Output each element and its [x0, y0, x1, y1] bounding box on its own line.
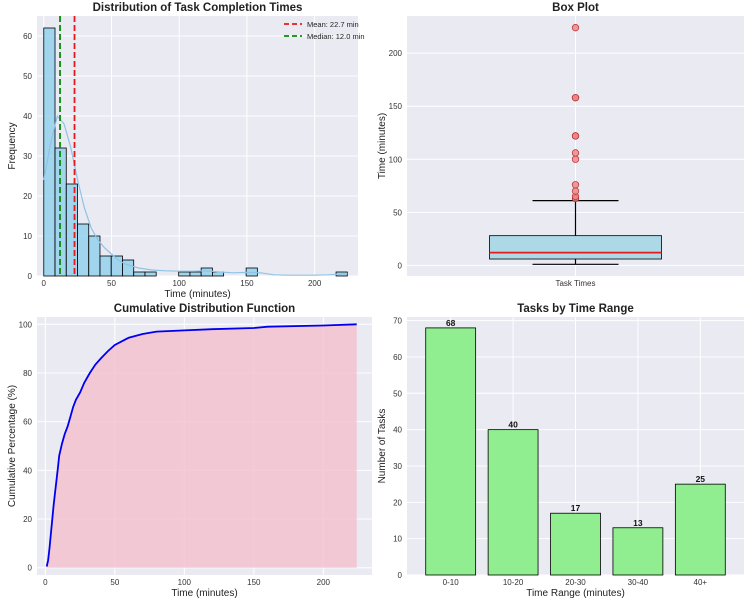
kde-curve [43, 114, 348, 276]
y-tick-label: 20 [393, 498, 402, 507]
x-tick-label: 200 [317, 578, 331, 587]
y-tick-label: 10 [393, 535, 402, 544]
y-tick-label: 40 [23, 466, 32, 475]
outlier-point [571, 181, 580, 189]
iqr-box [489, 235, 662, 260]
x-axis-label: Time (minutes) [164, 289, 230, 300]
x-tick-label: 40+ [694, 578, 708, 587]
y-tick-label: 150 [389, 102, 403, 111]
histogram-bar [200, 267, 213, 277]
y-tick-label: 100 [19, 320, 33, 329]
x-tick-label: 200 [308, 279, 322, 288]
bar [612, 527, 664, 576]
y-tick-label: 50 [393, 389, 402, 398]
y-tick-label: 70 [393, 317, 402, 326]
y-tick-label: 20 [23, 515, 32, 524]
outlier-point [571, 149, 580, 157]
bar [674, 483, 726, 576]
y-tick-label: 60 [23, 32, 32, 41]
histogram-bar [54, 147, 67, 277]
histogram-bar [144, 271, 157, 277]
y-tick-label: 100 [389, 155, 403, 164]
bar [425, 327, 477, 576]
y-tick-label: 0 [28, 272, 33, 281]
histogram-bar [189, 271, 202, 277]
y-tick-label: 60 [23, 418, 32, 427]
bar-value-label: 68 [446, 318, 456, 328]
chart-title: Tasks by Time Range [517, 303, 634, 315]
histogram-bar [77, 223, 90, 277]
legend-label-mean: Mean: 22.7 min [307, 20, 359, 29]
outlier-point [571, 155, 580, 163]
x-tick-label: 0 [42, 279, 47, 288]
y-tick-label: 20 [23, 192, 32, 201]
y-tick-label: 30 [393, 462, 402, 471]
x-tick-label: 150 [240, 279, 254, 288]
legend-label-median: Median: 12.0 min [307, 32, 365, 41]
chart-title: Box Plot [552, 2, 599, 14]
plot-area [37, 16, 358, 276]
outlier-point [571, 132, 580, 140]
chart-title: Distribution of Task Completion Times [93, 2, 303, 14]
cdf-area [46, 324, 357, 568]
cdf-line [45, 323, 357, 567]
y-tick-label: 0 [398, 571, 403, 580]
x-tick-label: 150 [247, 578, 261, 587]
histogram-bar [88, 235, 101, 277]
y-axis-label: Number of Tasks [377, 409, 388, 484]
cdf-panel: Cumulative Distribution Function Time (mi… [7, 303, 372, 599]
outlier-point [571, 24, 580, 32]
x-axis-label: Time (minutes) [171, 588, 237, 599]
histogram-bar [133, 271, 146, 277]
bar-value-label: 17 [571, 503, 581, 513]
histogram-bar [99, 255, 112, 277]
x-tick-label: 50 [107, 279, 116, 288]
y-tick-label: 40 [23, 112, 32, 121]
outlier-point [571, 187, 580, 195]
bar [550, 512, 601, 576]
bar [487, 429, 539, 576]
y-tick-label: 10 [23, 232, 32, 241]
y-tick-label: 80 [23, 369, 32, 378]
x-tick-label: 10-20 [503, 578, 524, 587]
bar-value-label: 13 [633, 518, 643, 528]
histogram-bar [122, 259, 135, 277]
boxplot-panel: Box Plot Time (minutes) 0 50 100 150 200 Task T… [377, 2, 744, 288]
y-axis-label: Cumulative Percentage (%) [7, 385, 18, 507]
y-tick-label: 50 [393, 208, 402, 217]
y-axis-label: Time (minutes) [377, 113, 388, 179]
range-bar-panel: Tasks by Time Range Time Range (minutes) N… [377, 303, 744, 599]
x-tick-label: Task Times [555, 279, 595, 288]
x-tick-label: 0 [43, 578, 48, 587]
x-tick-label: 30-40 [628, 578, 649, 587]
y-tick-label: 50 [23, 72, 32, 81]
x-tick-label: 0-10 [443, 578, 460, 587]
y-tick-label: 0 [398, 261, 403, 270]
bar-value-label: 25 [696, 474, 706, 484]
x-axis-label: Time Range (minutes) [526, 588, 625, 599]
legend: Mean: 22.7 min Median: 12.0 min [284, 20, 365, 41]
y-axis-label: Frequency [7, 122, 18, 169]
y-tick-label: 200 [389, 49, 403, 58]
histogram-bar [178, 271, 191, 277]
histogram-bar [65, 183, 78, 277]
outlier-point [571, 94, 580, 102]
x-tick-label: 100 [173, 279, 187, 288]
y-tick-label: 40 [393, 426, 402, 435]
y-tick-label: 30 [23, 152, 32, 161]
y-tick-label: 0 [28, 564, 33, 573]
histogram-panel: Distribution of Task Completion Times Tim… [7, 2, 365, 300]
x-tick-label: 50 [110, 578, 119, 587]
x-tick-label: 20-30 [565, 578, 586, 587]
bar-value-label: 40 [508, 420, 518, 430]
chart-title: Cumulative Distribution Function [114, 303, 295, 315]
x-tick-label: 100 [178, 578, 192, 587]
y-tick-label: 60 [393, 353, 402, 362]
